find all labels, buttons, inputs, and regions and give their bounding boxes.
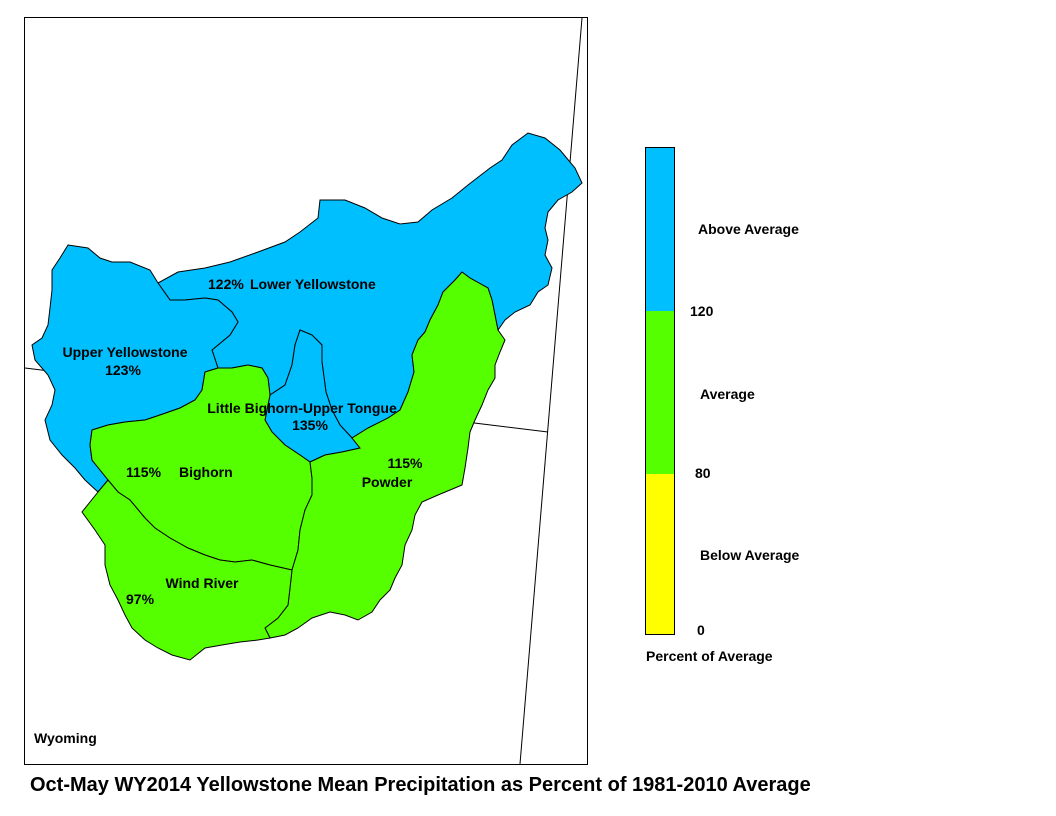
legend-color-bar <box>645 147 675 635</box>
basin-powder-name: Powder <box>362 474 413 490</box>
legend-swatch-average <box>646 311 674 474</box>
map-title: Oct-May WY2014 Yellowstone Mean Precipit… <box>30 774 811 796</box>
legend-label-average: Average <box>700 386 755 402</box>
state-label: Wyoming <box>34 730 97 746</box>
basin-lower-yellowstone-name: Lower Yellowstone <box>250 276 376 292</box>
basin-wind-river[interactable] <box>81 479 293 661</box>
legend-label-below-average: Below Average <box>700 547 800 563</box>
basin-bighorn-name: Bighorn <box>179 464 233 480</box>
basin-upper-yellowstone-percent: 123% <box>105 362 141 378</box>
basin-upper-yellowstone-name: Upper Yellowstone <box>63 344 188 360</box>
basin-bighorn-percent: 115% <box>126 464 162 480</box>
legend-label-above-average: Above Average <box>698 221 799 237</box>
basin-powder-percent: 115% <box>387 455 423 471</box>
legend-tick-120: 120 <box>690 303 714 319</box>
legend-title: Percent of Average <box>646 648 773 664</box>
basin-wind-river-percent: 97% <box>126 591 155 607</box>
state-border-line <box>519 17 583 765</box>
legend-swatch-below-average <box>646 474 674 634</box>
basin-wind-river-name: Wind River <box>166 575 240 591</box>
basin-lower-yellowstone-percent: 122% <box>208 276 244 292</box>
legend-tick-0: 0 <box>697 622 705 638</box>
basin-little-bighorn-upper-tongue-name: Little Bighorn-Upper Tongue <box>207 400 397 416</box>
legend-swatch-above-average <box>646 148 674 311</box>
legend-tick-80: 80 <box>695 465 711 481</box>
basin-little-bighorn-upper-tongue-percent: 135% <box>292 417 328 433</box>
